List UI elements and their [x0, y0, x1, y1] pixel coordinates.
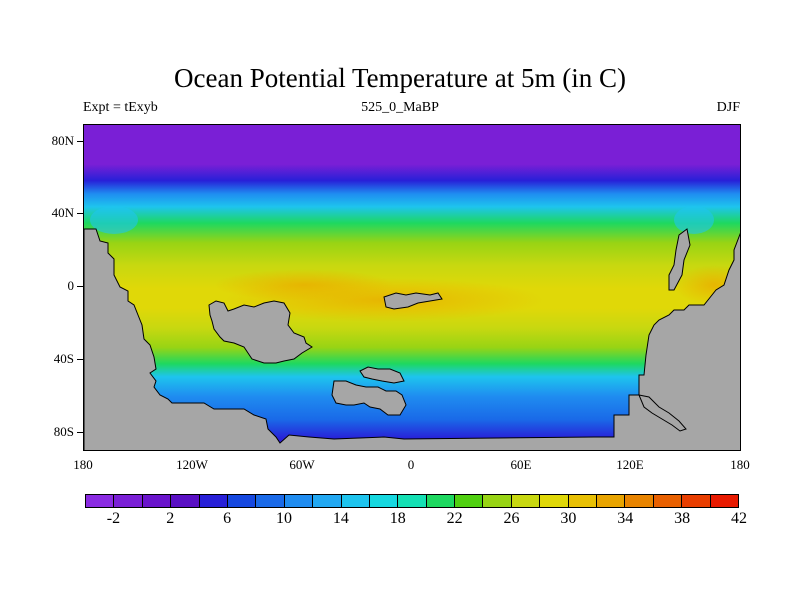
western-continent [84, 228, 740, 450]
lon-label-180e: 180 [730, 457, 750, 472]
lon-label-0: 0 [407, 457, 415, 472]
colorbar-label: 6 [223, 510, 232, 527]
lon-label-120w: 120W [176, 457, 208, 472]
colorbar-swatch [313, 495, 342, 507]
colorbar-swatch [171, 495, 200, 507]
colorbar-swatch [710, 495, 738, 507]
southeast-peninsula [638, 394, 687, 432]
colorbar-swatch [369, 495, 399, 507]
colorbar-swatch [142, 495, 172, 507]
cool-eddy [674, 206, 714, 234]
lat-label-40n: 40N [51, 205, 74, 220]
colorbar-swatch [341, 495, 370, 507]
land-masses [84, 228, 740, 450]
chart-title: Ocean Potential Temperature at 5m (in C) [174, 63, 626, 93]
central-continent [208, 300, 313, 364]
colorbar-label: 18 [389, 510, 406, 527]
colorbar-swatch [256, 495, 285, 507]
colorbar-swatch [455, 495, 484, 507]
colorbar-swatch [682, 495, 711, 507]
colorbar-label: 10 [276, 510, 293, 527]
map-panel [83, 124, 741, 451]
lon-label-60w: 60W [289, 457, 315, 472]
east-continent-strip [668, 228, 691, 291]
colorbar-swatch [227, 495, 257, 507]
colorbar-swatch [199, 495, 228, 507]
lat-label-80s: 80S [53, 424, 74, 439]
colorbar-swatch [426, 495, 456, 507]
colorbar-swatch [483, 495, 512, 507]
lat-tick [77, 286, 83, 287]
colorbar-swatch [114, 495, 143, 507]
lon-label-120e: 120E [616, 457, 644, 472]
lon-label-60e: 60E [510, 457, 532, 472]
lat-label-0: 0 [67, 278, 75, 293]
colorbar-label: -2 [106, 510, 121, 527]
lat-tick [77, 432, 83, 433]
lat-label-80n: 80N [51, 133, 74, 148]
central-island [383, 292, 443, 310]
colorbar-swatch [398, 495, 427, 507]
colorbar-swatch [653, 495, 683, 507]
colorbar-swatch [511, 495, 541, 507]
colorbar-swatch [284, 495, 314, 507]
colorbar-label: 2 [166, 510, 175, 527]
colorbar-label: 14 [332, 510, 349, 527]
southern-island-east [359, 366, 405, 384]
lat-tick [77, 213, 83, 214]
cool-eddy [90, 206, 138, 234]
colorbar-swatch [625, 495, 654, 507]
lat-label-40s: 40S [53, 351, 74, 366]
colorbar-label: 26 [503, 510, 520, 527]
lat-tick [77, 141, 83, 142]
colorbar-swatch [540, 495, 569, 507]
colorbar-label: 34 [617, 510, 634, 527]
colorbar-label: 38 [674, 510, 691, 527]
colorbar-swatch [86, 495, 115, 507]
experiment-label: Expt = tExyb [83, 100, 158, 115]
lon-label-180w: 180 [73, 457, 93, 472]
colorbar-label: 22 [446, 510, 463, 527]
colorbar-label: 42 [731, 510, 747, 527]
colorbar [85, 494, 739, 508]
colorbar-label: 30 [560, 510, 577, 527]
southern-island-west [331, 380, 407, 416]
temperature-field [84, 125, 740, 450]
colorbar-swatch [597, 495, 626, 507]
time-label: 525_0_MaBP [361, 100, 439, 115]
season-label: DJF [716, 100, 740, 115]
lat-tick [77, 359, 83, 360]
warm-pool [214, 269, 394, 301]
colorbar-swatch [568, 495, 598, 507]
